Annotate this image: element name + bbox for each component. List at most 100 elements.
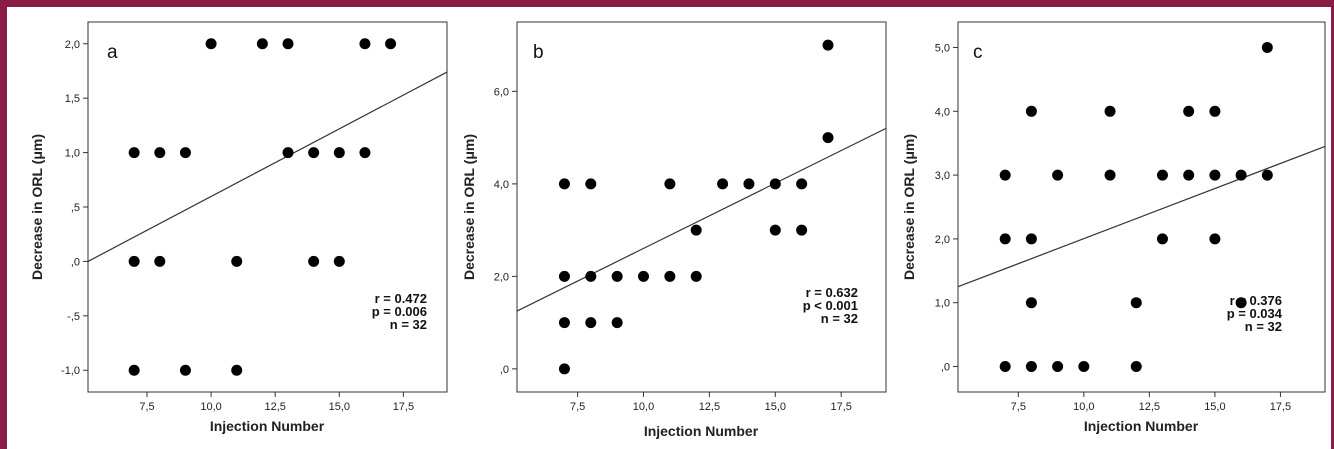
- data-point: [638, 270, 650, 282]
- data-point: [796, 178, 808, 190]
- stat-text: r = 0.376: [1230, 293, 1282, 308]
- y-axis-label: Decrease in ORL (μm): [901, 134, 917, 280]
- data-point: [690, 270, 702, 282]
- y-tick-label: ,0: [941, 361, 950, 373]
- x-tick-label: 10,0: [633, 401, 654, 413]
- regression-line: [516, 127, 887, 312]
- data-point: [690, 224, 702, 236]
- x-tick-label: 12,5: [699, 401, 720, 413]
- stat-text: p = 0.006: [372, 304, 427, 319]
- data-point: [256, 38, 268, 50]
- y-tick-label: 2,0: [65, 39, 80, 51]
- x-axis-label: Injection Number: [644, 423, 759, 439]
- data-point: [743, 178, 755, 190]
- y-tick-label: 4,0: [935, 106, 950, 118]
- data-point: [231, 364, 243, 376]
- x-tick-label: 10,0: [200, 401, 221, 413]
- data-point: [1235, 297, 1247, 309]
- data-point: [282, 38, 294, 50]
- y-tick-label: ,0: [500, 364, 509, 376]
- data-point: [999, 233, 1011, 245]
- y-axis-label: Decrease in ORL (μm): [461, 134, 477, 280]
- plot-frame-c: [957, 21, 1326, 393]
- y-tick-label: ,5: [71, 202, 80, 214]
- data-point: [1130, 360, 1142, 372]
- data-point: [1209, 233, 1221, 245]
- data-point: [1104, 105, 1116, 117]
- stat-text: n = 32: [390, 317, 427, 332]
- data-point: [1052, 360, 1064, 372]
- data-point: [769, 224, 781, 236]
- stat-text: p = 0.034: [1227, 306, 1283, 321]
- x-tick-label: 7,5: [1011, 401, 1026, 413]
- data-point: [1025, 233, 1037, 245]
- data-point: [1156, 233, 1168, 245]
- x-tick-label: 17,5: [1270, 401, 1291, 413]
- data-point: [308, 147, 320, 159]
- data-point: [558, 363, 570, 375]
- x-tick-label: 12,5: [1139, 401, 1160, 413]
- data-point: [585, 317, 597, 329]
- data-point: [1235, 169, 1247, 181]
- data-point: [205, 38, 217, 50]
- data-point: [611, 317, 623, 329]
- data-point: [558, 270, 570, 282]
- data-point: [585, 270, 597, 282]
- x-tick-label: 15,0: [1204, 401, 1225, 413]
- stat-text: r = 0.472: [375, 291, 427, 306]
- left-border: [0, 0, 7, 449]
- data-point: [1183, 105, 1195, 117]
- data-point: [359, 38, 371, 50]
- data-point: [179, 147, 191, 159]
- data-point: [999, 360, 1011, 372]
- y-tick-label: 2,0: [935, 234, 950, 246]
- data-point: [333, 255, 345, 267]
- data-point: [1052, 169, 1064, 181]
- data-point: [822, 132, 834, 144]
- x-tick-label: 17,5: [393, 401, 414, 413]
- x-tick-label: 7,5: [570, 401, 585, 413]
- data-point: [308, 255, 320, 267]
- data-point: [282, 147, 294, 159]
- stat-text: n = 32: [821, 311, 858, 326]
- data-point: [822, 39, 834, 51]
- y-tick-label: ,0: [71, 256, 80, 268]
- plot-frame-b: [516, 21, 887, 393]
- y-tick-label: 1,0: [65, 148, 80, 160]
- data-point: [1209, 105, 1221, 117]
- x-tick-label: 7,5: [139, 401, 154, 413]
- data-point: [1025, 297, 1037, 309]
- data-point: [333, 147, 345, 159]
- data-point: [231, 255, 243, 267]
- x-tick-label: 15,0: [765, 401, 786, 413]
- data-point: [154, 255, 166, 267]
- x-axis-label: Injection Number: [1084, 418, 1199, 434]
- x-tick-label: 15,0: [329, 401, 350, 413]
- data-point: [359, 147, 371, 159]
- y-tick-label: -,5: [67, 311, 80, 323]
- top-border: [0, 0, 1334, 7]
- data-point: [796, 224, 808, 236]
- data-point: [1261, 42, 1273, 54]
- y-tick-label: 5,0: [935, 43, 950, 55]
- data-point: [1025, 360, 1037, 372]
- x-axis-label: Injection Number: [210, 418, 325, 434]
- x-tick-label: 17,5: [830, 401, 851, 413]
- y-tick-label: 1,0: [935, 298, 950, 310]
- stat-text: n = 32: [1245, 319, 1282, 334]
- data-point: [128, 147, 140, 159]
- x-tick-label: 12,5: [264, 401, 285, 413]
- data-point: [585, 178, 597, 190]
- panel-label: b: [533, 42, 544, 63]
- panel-label: c: [973, 42, 983, 63]
- data-point: [558, 178, 570, 190]
- panel-label: a: [107, 42, 118, 63]
- y-tick-label: 2,0: [494, 271, 509, 283]
- y-tick-label: -1,0: [61, 365, 80, 377]
- data-point: [558, 317, 570, 329]
- data-point: [664, 178, 676, 190]
- right-border: [1331, 0, 1334, 449]
- data-point: [128, 255, 140, 267]
- data-point: [611, 270, 623, 282]
